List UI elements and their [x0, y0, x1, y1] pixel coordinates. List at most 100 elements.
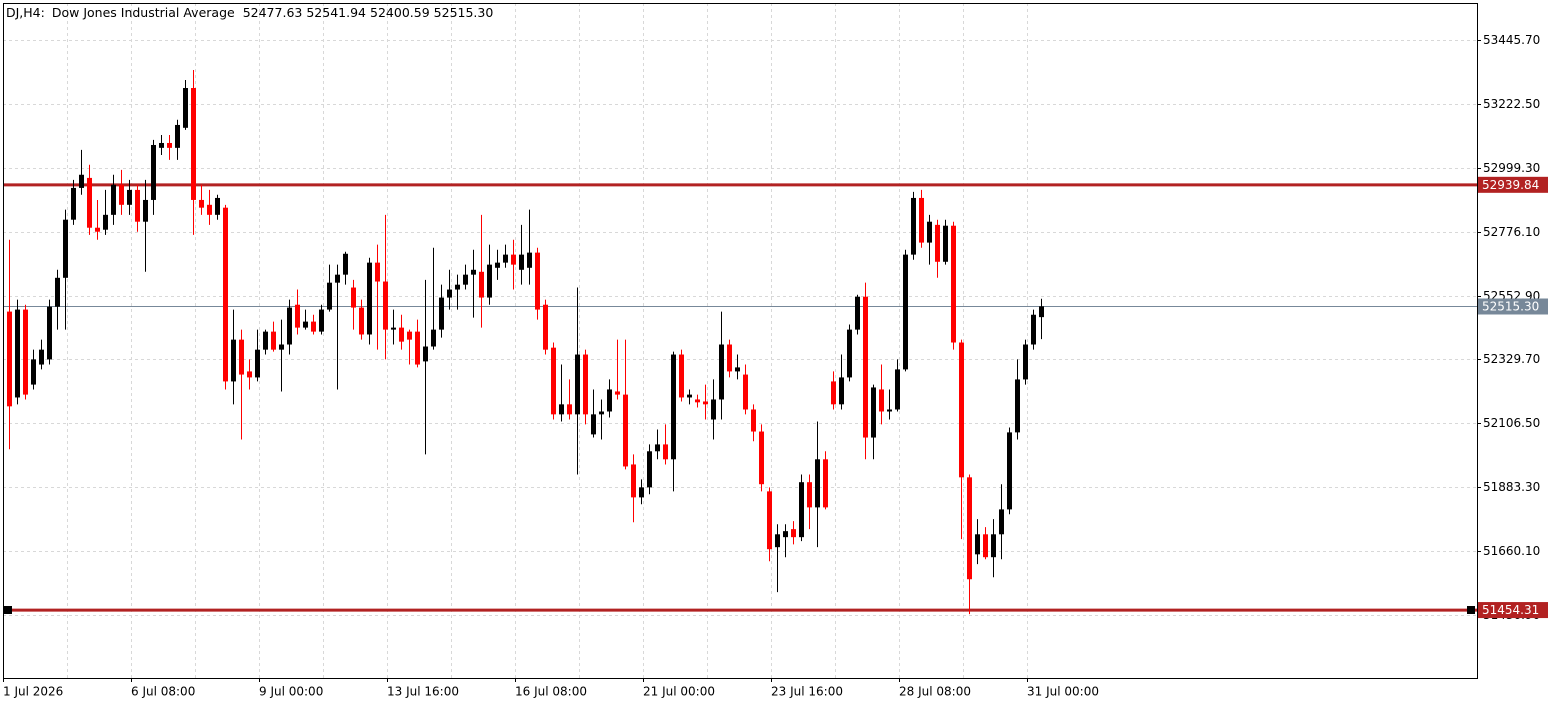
candle-body	[1023, 344, 1028, 380]
candle-body	[1007, 432, 1012, 510]
candle-body	[871, 387, 876, 438]
x-tick-label: 16 Jul 08:00	[515, 685, 587, 699]
last-price-box	[1478, 298, 1548, 315]
level-label-box	[1478, 602, 1548, 619]
symbol: DJ,H4:	[6, 5, 45, 20]
candle-body	[263, 331, 268, 350]
candle-body	[687, 394, 692, 398]
candle-body	[375, 262, 380, 282]
candle-body	[223, 207, 228, 382]
candle-body	[79, 174, 84, 188]
candle-body	[7, 311, 12, 407]
candle-body	[1015, 379, 1020, 433]
candle-body	[303, 321, 308, 328]
y-tick-label: 53222.50	[1483, 97, 1540, 111]
candle-body	[231, 339, 236, 382]
candle-body	[703, 401, 708, 405]
candle-body	[719, 344, 724, 400]
candle-body	[415, 331, 420, 365]
candle-body	[391, 327, 396, 330]
candle-body	[359, 307, 364, 335]
candle-body	[575, 354, 580, 415]
candle-body	[47, 306, 52, 360]
x-tick-label: 31 Jul 00:00	[1027, 685, 1099, 699]
candle-body	[247, 371, 252, 378]
candle-body	[855, 296, 860, 330]
candle-body	[119, 184, 124, 205]
candle-body	[543, 304, 548, 350]
candle-body	[919, 197, 924, 243]
candle-body	[295, 304, 300, 328]
candle-body	[135, 189, 140, 222]
candle-body	[327, 282, 332, 310]
candle-body	[319, 309, 324, 332]
y-tick-label: 52106.50	[1483, 416, 1540, 430]
candle-body	[175, 124, 180, 148]
candle-body	[255, 349, 260, 378]
candle-body	[439, 297, 444, 330]
x-tick-label: 1 Jul 2026	[3, 685, 63, 699]
candle-body	[1031, 314, 1036, 345]
candle-body	[591, 414, 596, 435]
line-handle[interactable]	[1467, 606, 1475, 614]
candle-body	[503, 254, 508, 263]
level-label: 51454.31	[1482, 603, 1539, 617]
candle-body	[111, 184, 116, 215]
x-tick-label: 23 Jul 16:00	[771, 685, 843, 699]
candle-body	[151, 144, 156, 200]
candle-body	[95, 227, 100, 232]
x-tick-label: 21 Jul 00:00	[643, 685, 715, 699]
candle-body	[495, 262, 500, 268]
candle-body	[55, 277, 60, 307]
y-tick-label: 52329.70	[1483, 352, 1540, 366]
line-handle[interactable]	[4, 606, 12, 614]
candle-body	[551, 347, 556, 415]
candle-body	[695, 399, 700, 403]
candle-body	[743, 374, 748, 410]
candle-body	[735, 367, 740, 372]
plot-frame	[3, 3, 1478, 679]
candle-body	[679, 354, 684, 398]
candle-body	[839, 377, 844, 405]
candle-body	[911, 197, 916, 255]
low-value: 52400.59	[370, 5, 430, 20]
candle-body	[711, 399, 716, 420]
instrument-name: Dow Jones Industrial Average	[52, 5, 235, 20]
candle-body	[663, 444, 668, 460]
candle-body	[527, 252, 532, 268]
candle-body	[959, 342, 964, 478]
candle-body	[487, 264, 492, 298]
candle-body	[727, 344, 732, 372]
candle-body	[975, 534, 980, 555]
candle-body	[559, 404, 564, 415]
high-value: 52541.94	[306, 5, 366, 20]
candle-body	[367, 262, 372, 335]
x-tick-label: 9 Jul 00:00	[259, 685, 323, 699]
close-value: 52515.30	[434, 5, 494, 20]
x-tick-label: 6 Jul 08:00	[131, 685, 195, 699]
candle-body	[1039, 306, 1044, 318]
candle-body	[983, 534, 988, 558]
candle-body	[399, 327, 404, 342]
candle-body	[239, 339, 244, 375]
candle-body	[751, 409, 756, 432]
candle-body	[767, 491, 772, 550]
candle-body	[143, 199, 148, 222]
candle-body	[903, 254, 908, 370]
candle-body	[471, 269, 476, 275]
candle-body	[191, 88, 196, 200]
y-tick-label: 51660.10	[1483, 544, 1540, 558]
candle-body	[607, 389, 612, 412]
candle-body	[823, 459, 828, 508]
candle-body	[343, 253, 348, 275]
level-label-box	[1478, 176, 1548, 193]
candle-body	[847, 329, 852, 378]
candle-body	[639, 487, 644, 498]
candle-body	[207, 204, 212, 215]
candle-body	[967, 477, 972, 580]
candle-body	[783, 531, 788, 538]
candle-body	[311, 321, 316, 332]
y-tick-label: 52776.10	[1483, 225, 1540, 239]
